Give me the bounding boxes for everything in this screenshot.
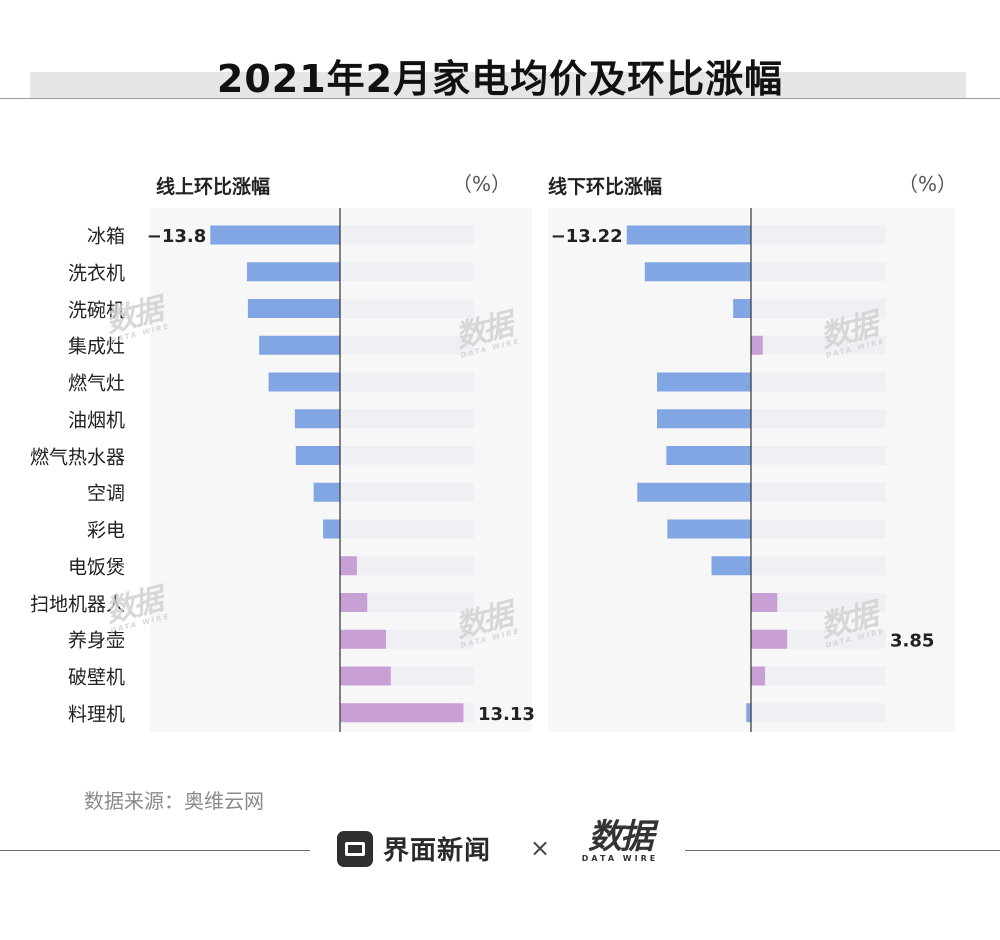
- bar: [246, 262, 340, 282]
- bar: [711, 556, 751, 576]
- footer-rule-right: [685, 850, 1000, 851]
- bar-track: [751, 262, 886, 282]
- bar: [340, 556, 357, 576]
- bar: [667, 519, 751, 539]
- source-note: 数据来源：奥维云网: [84, 789, 264, 813]
- bar-track: [340, 482, 474, 502]
- bar-track: [751, 372, 886, 392]
- times-sign: ×: [530, 834, 551, 862]
- footer-rule-left: [0, 850, 310, 851]
- bar: [657, 372, 751, 392]
- bar: [294, 409, 340, 429]
- bar: [323, 519, 340, 539]
- bar-track: [751, 335, 886, 355]
- data-label: −13.8: [147, 226, 207, 247]
- bar: [751, 335, 763, 355]
- page-title: 2021年2月家电均价及环比涨幅: [216, 57, 784, 101]
- category-label: 冰箱: [86, 225, 125, 248]
- bar: [626, 225, 751, 245]
- brand-name: 界面新闻: [383, 836, 492, 866]
- brand-logo: 界面新闻: [337, 830, 491, 867]
- bar-track: [751, 703, 886, 723]
- offline-unit: （%）: [898, 172, 958, 196]
- brand-logo-icon: [337, 830, 373, 867]
- bar-track: [340, 556, 474, 576]
- bar-track: [340, 262, 474, 282]
- bar: [295, 446, 340, 465]
- bar-track: [340, 335, 474, 355]
- bar: [268, 372, 340, 392]
- title-band: [30, 72, 966, 98]
- partner-subtitle: DATA WIRE: [581, 854, 659, 863]
- bar: [637, 482, 751, 502]
- bar: [210, 225, 340, 245]
- bar-track: [340, 446, 474, 465]
- offline-panel-title: 线下环比涨幅: [548, 176, 663, 198]
- bar-track: [751, 593, 886, 612]
- bar-track: [751, 666, 886, 686]
- bar-track: [751, 556, 886, 576]
- category-label: 电饭煲: [67, 556, 125, 579]
- bar-track: [751, 225, 886, 245]
- title-rule: [0, 98, 1000, 99]
- bar: [340, 703, 464, 723]
- bar: [247, 299, 340, 318]
- category-label: 空调: [86, 482, 125, 505]
- online-unit: （%）: [452, 172, 512, 196]
- bar-track: [751, 482, 886, 502]
- category-label: 集成灶: [67, 335, 125, 358]
- bar: [751, 629, 788, 649]
- bar-track: [751, 409, 886, 429]
- bar: [340, 593, 368, 612]
- data-label: 13.13: [478, 704, 535, 725]
- category-label: 养身壶: [67, 629, 125, 652]
- bar: [313, 482, 340, 502]
- data-label: 3.85: [890, 630, 934, 651]
- partner-logo: 数据 DATA WIRE: [572, 818, 668, 863]
- bar-track: [340, 519, 474, 539]
- category-label: 洗碗机: [67, 299, 125, 321]
- bar-track: [751, 446, 886, 465]
- data-label: −13.22: [551, 226, 623, 247]
- category-label: 破壁机: [67, 666, 125, 689]
- bar-track: [340, 372, 474, 392]
- plot-background: [150, 208, 532, 732]
- bar: [340, 629, 387, 649]
- bar: [644, 262, 751, 282]
- bar-track: [340, 225, 474, 245]
- bar: [751, 666, 766, 686]
- bar-track: [340, 593, 474, 612]
- category-label: 扫地机器人: [29, 593, 125, 615]
- bar-track: [751, 519, 886, 539]
- online-panel-title: 线上环比涨幅: [156, 176, 271, 198]
- bar-track: [340, 299, 474, 318]
- category-label: 燃气灶: [67, 372, 125, 395]
- category-label: 油烟机: [67, 409, 125, 432]
- bar: [666, 446, 751, 465]
- bar: [340, 666, 391, 686]
- category-label: 料理机: [67, 703, 125, 726]
- bar: [657, 409, 751, 429]
- bar: [746, 703, 751, 723]
- bar: [259, 335, 340, 355]
- category-label: 燃气热水器: [29, 446, 125, 468]
- bar-track: [340, 409, 474, 429]
- bar-track: [751, 299, 886, 318]
- category-label: 彩电: [86, 519, 125, 542]
- bar: [751, 593, 778, 612]
- bar: [733, 299, 751, 318]
- partner-name: 数据: [588, 817, 654, 857]
- category-label: 洗衣机: [67, 262, 125, 285]
